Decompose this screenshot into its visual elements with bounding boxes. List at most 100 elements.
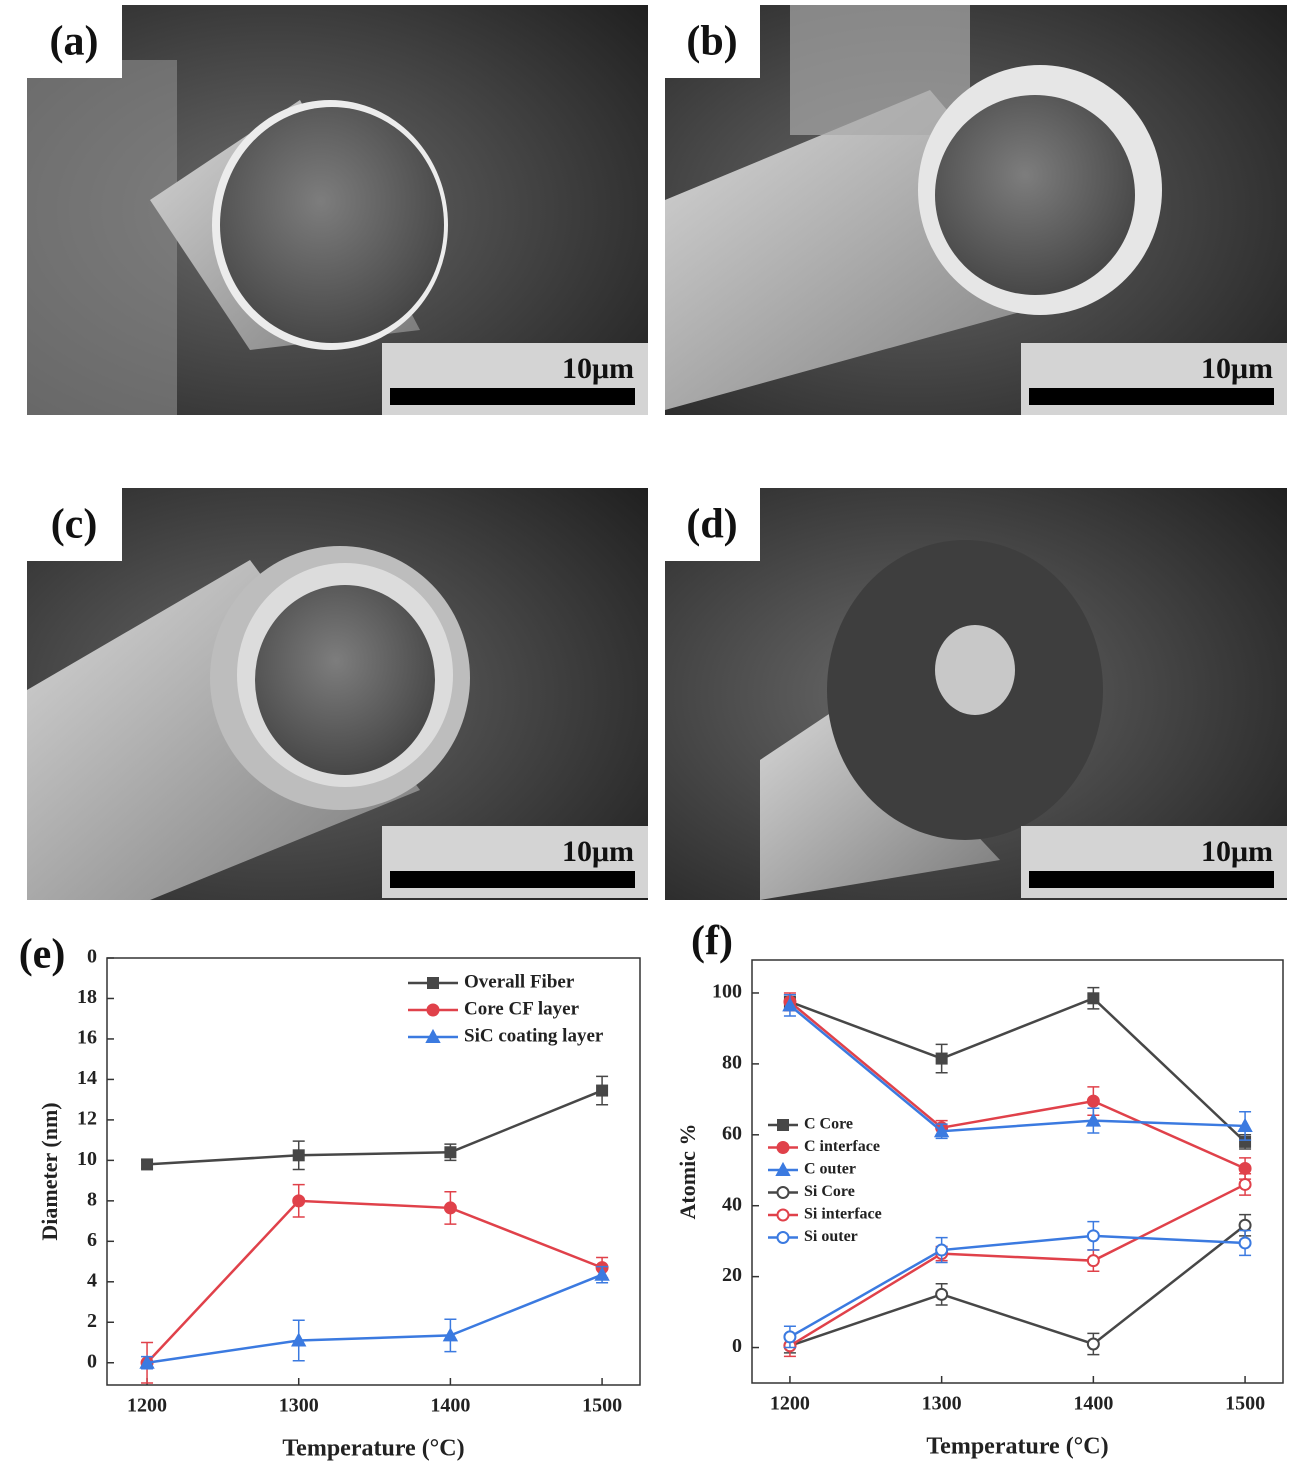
marker bbox=[443, 1201, 457, 1215]
x-tick-label: 1300 bbox=[279, 1395, 319, 1417]
y-tick-label: 2 bbox=[87, 1310, 97, 1332]
y-tick-label: 14 bbox=[77, 1067, 97, 1089]
marker bbox=[1086, 1094, 1100, 1108]
marker bbox=[935, 1052, 948, 1065]
marker bbox=[776, 1186, 790, 1199]
x-tick-label: 1200 bbox=[127, 1395, 167, 1417]
marker bbox=[776, 1231, 790, 1244]
series-line bbox=[789, 1224, 1246, 1347]
panel-label: (e) bbox=[19, 932, 66, 978]
sem-image-c bbox=[27, 488, 648, 900]
panel-label: (a) bbox=[50, 19, 99, 65]
y-tick-label: 12 bbox=[77, 1107, 97, 1129]
x-tick-label: 1500 bbox=[582, 1395, 622, 1417]
marker bbox=[1238, 1161, 1252, 1175]
marker bbox=[776, 1141, 790, 1154]
legend-label: C outer bbox=[804, 1161, 856, 1178]
sem-image-a bbox=[27, 5, 648, 415]
label-box bbox=[27, 5, 122, 78]
scale-text: 10μm bbox=[562, 835, 634, 868]
x-tick-label: 1400 bbox=[1073, 1393, 1113, 1415]
marker bbox=[777, 1119, 789, 1131]
legend-label: SiC coating layer bbox=[464, 1025, 604, 1046]
y-axis-title: Atomic % bbox=[675, 1124, 700, 1220]
x-tick-label: 1500 bbox=[1225, 1393, 1265, 1415]
panel-label: (d) bbox=[686, 502, 737, 548]
label-box bbox=[27, 488, 122, 561]
marker bbox=[782, 997, 798, 1012]
series-line bbox=[146, 1273, 603, 1364]
y-tick-label: 10 bbox=[77, 1148, 97, 1170]
x-tick-label: 1300 bbox=[922, 1393, 962, 1415]
marker bbox=[141, 1158, 154, 1171]
marker bbox=[776, 1208, 790, 1222]
legend-label: Si interface bbox=[804, 1206, 882, 1223]
x-tick-label: 1400 bbox=[430, 1395, 470, 1417]
marker bbox=[1238, 1177, 1252, 1191]
marker bbox=[1238, 1236, 1252, 1250]
label-box bbox=[665, 488, 760, 561]
marker bbox=[1086, 1229, 1100, 1243]
marker bbox=[935, 1287, 949, 1301]
y-tick-label: 40 bbox=[722, 1193, 742, 1215]
x-axis-title: Temperature (°C) bbox=[282, 1436, 464, 1462]
marker bbox=[427, 977, 439, 989]
y-tick-label: 8 bbox=[87, 1188, 97, 1210]
marker bbox=[1087, 992, 1100, 1005]
label-box bbox=[682, 915, 744, 973]
y-tick-label: 100 bbox=[712, 981, 742, 1003]
label-box bbox=[665, 5, 760, 78]
marker bbox=[933, 1123, 950, 1138]
legend-label: C Core bbox=[804, 1116, 853, 1133]
legend-label: Overall Fiber bbox=[464, 971, 575, 992]
marker bbox=[426, 1003, 440, 1017]
y-tick-label: 0 bbox=[87, 946, 97, 968]
y-tick-label: 80 bbox=[722, 1051, 742, 1073]
panel-label: (c) bbox=[51, 502, 98, 548]
y-axis-title: Diameter (nm) bbox=[37, 1102, 62, 1240]
marker bbox=[442, 1327, 459, 1342]
scale-bar bbox=[1029, 871, 1274, 888]
y-tick-label: 6 bbox=[87, 1229, 97, 1251]
series-line bbox=[789, 1000, 1246, 1170]
y-tick-label: 0 bbox=[732, 1335, 742, 1357]
plot-frame bbox=[751, 959, 1284, 1384]
y-tick-label: 0 bbox=[87, 1350, 97, 1372]
series-line bbox=[789, 1183, 1246, 1347]
marker bbox=[444, 1146, 457, 1159]
series-line bbox=[146, 1089, 603, 1166]
scale-bar bbox=[390, 871, 635, 888]
marker bbox=[935, 1243, 949, 1257]
legend-label: Si Core bbox=[804, 1183, 855, 1200]
marker bbox=[425, 1028, 441, 1043]
marker bbox=[292, 1149, 305, 1162]
y-tick-label: 16 bbox=[77, 1027, 97, 1049]
marker bbox=[292, 1194, 306, 1208]
chart: (f) Temperature (°C) Atomic % 1200 1300 1400 1… bbox=[675, 915, 1284, 1460]
marker bbox=[783, 1330, 797, 1344]
panel-label: (b) bbox=[686, 19, 737, 65]
marker bbox=[1086, 1254, 1100, 1268]
series-line bbox=[146, 1199, 603, 1364]
y-tick-label: 4 bbox=[87, 1269, 97, 1291]
legend-label: Core CF layer bbox=[464, 998, 580, 1019]
marker bbox=[596, 1084, 609, 1097]
marker bbox=[1086, 1337, 1100, 1351]
scale-text: 10μm bbox=[1201, 352, 1273, 385]
scale-text: 10μm bbox=[562, 352, 634, 385]
marker bbox=[1085, 1112, 1102, 1127]
series-line bbox=[789, 996, 1246, 1143]
scale-bar bbox=[1029, 388, 1274, 405]
series-line bbox=[789, 1004, 1246, 1133]
marker bbox=[1238, 1218, 1252, 1232]
marker bbox=[291, 1332, 307, 1347]
scale-bar bbox=[390, 388, 635, 405]
legend-label: C interface bbox=[804, 1138, 880, 1155]
scale-text: 10μm bbox=[1201, 835, 1273, 868]
x-tick-label: 1200 bbox=[770, 1393, 810, 1415]
marker bbox=[775, 1161, 791, 1176]
y-tick-label: 60 bbox=[722, 1122, 742, 1144]
y-tick-label: 20 bbox=[722, 1264, 742, 1286]
legend-label: Si outer bbox=[804, 1228, 858, 1245]
